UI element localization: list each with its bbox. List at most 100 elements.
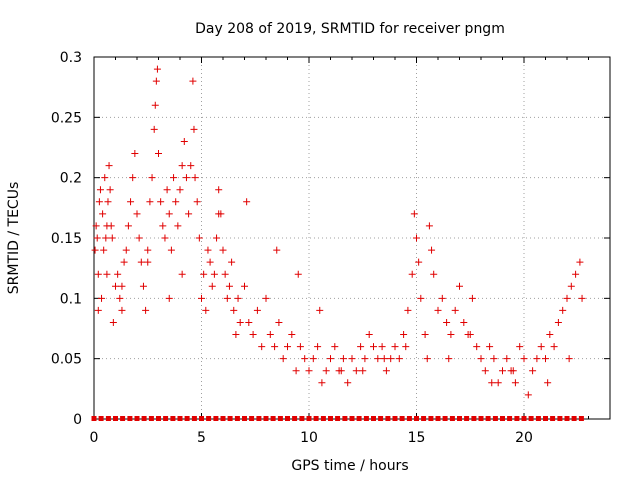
zero-point	[249, 416, 255, 421]
data-point	[503, 355, 511, 363]
data-point	[387, 355, 395, 363]
zero-point	[535, 416, 541, 421]
data-point	[170, 174, 178, 182]
data-point	[148, 174, 156, 182]
data-point	[279, 355, 287, 363]
data-point	[116, 294, 124, 302]
data-point	[563, 294, 571, 302]
zero-point	[349, 416, 355, 421]
data-point	[200, 270, 208, 278]
data-point	[273, 246, 281, 254]
data-point	[137, 258, 145, 266]
data-point	[576, 258, 584, 266]
data-point	[104, 198, 112, 206]
zero-point	[378, 416, 384, 421]
data-point	[219, 246, 227, 254]
zero-point	[392, 416, 398, 421]
data-point	[206, 258, 214, 266]
y-tick-label: 0.3	[60, 50, 82, 66]
data-point	[486, 343, 494, 351]
data-point	[118, 282, 126, 290]
data-point	[451, 306, 459, 314]
zero-point	[242, 416, 247, 421]
zero-point	[371, 416, 376, 421]
y-tick-label: 0.1	[60, 291, 82, 307]
zero-point	[91, 416, 97, 421]
x-tick-label: 10	[300, 430, 318, 446]
data-point	[443, 318, 451, 326]
data-point	[402, 343, 410, 351]
data-point	[524, 391, 532, 399]
data-point	[430, 270, 438, 278]
data-point	[93, 234, 101, 242]
data-point	[288, 331, 296, 339]
zero-point	[406, 416, 412, 421]
data-point	[118, 306, 126, 314]
data-point	[234, 294, 242, 302]
data-point	[182, 174, 190, 182]
zero-point	[399, 416, 405, 421]
data-point	[172, 198, 180, 206]
data-point	[415, 258, 423, 266]
data-point	[292, 367, 300, 375]
x-tick-label: 5	[197, 430, 206, 446]
zero-point	[220, 416, 226, 421]
data-point	[428, 246, 436, 254]
data-point	[243, 198, 251, 206]
data-point	[151, 101, 159, 109]
data-point	[391, 343, 399, 351]
data-point	[210, 270, 218, 278]
y-tick-label: 0.2	[60, 171, 82, 187]
data-point	[511, 379, 519, 387]
data-point	[275, 318, 283, 326]
data-point	[357, 343, 365, 351]
data-point	[284, 343, 291, 351]
x-axis-label: GPS time / hours	[291, 458, 408, 474]
data-point	[559, 306, 567, 314]
data-point	[466, 331, 474, 339]
data-point	[314, 343, 322, 351]
data-point	[236, 318, 244, 326]
zero-point	[285, 416, 290, 421]
data-point	[410, 210, 418, 218]
zero-point	[449, 416, 455, 421]
data-point	[167, 246, 175, 254]
data-point	[131, 150, 139, 158]
data-point	[213, 234, 221, 242]
data-point	[133, 210, 141, 218]
data-point	[208, 282, 216, 290]
data-point	[245, 318, 253, 326]
data-point	[550, 343, 558, 351]
data-point	[165, 294, 173, 302]
zero-point	[141, 416, 147, 421]
data-point	[103, 270, 111, 278]
data-point	[232, 331, 240, 339]
data-point	[438, 294, 446, 302]
zero-point	[234, 416, 240, 421]
data-point	[228, 258, 236, 266]
y-tick-label: 0.15	[51, 231, 82, 247]
data-point	[253, 306, 261, 314]
data-point	[94, 306, 102, 314]
zero-point	[356, 416, 362, 421]
data-point	[180, 137, 188, 145]
data-point	[490, 355, 498, 363]
zero-point	[320, 416, 326, 421]
mark-layer	[91, 65, 586, 421]
data-point	[129, 174, 137, 182]
data-point	[114, 270, 122, 278]
zero-point	[485, 416, 491, 421]
data-point	[112, 282, 119, 290]
zero-point	[478, 416, 484, 421]
data-point	[400, 331, 408, 339]
data-point	[122, 246, 130, 254]
data-point	[152, 77, 160, 85]
data-point	[494, 379, 502, 387]
data-point	[382, 367, 390, 375]
data-point	[529, 367, 537, 375]
data-point	[266, 331, 274, 339]
data-point	[337, 367, 345, 375]
zero-point	[507, 416, 513, 421]
data-point	[380, 355, 388, 363]
data-point	[190, 125, 198, 133]
